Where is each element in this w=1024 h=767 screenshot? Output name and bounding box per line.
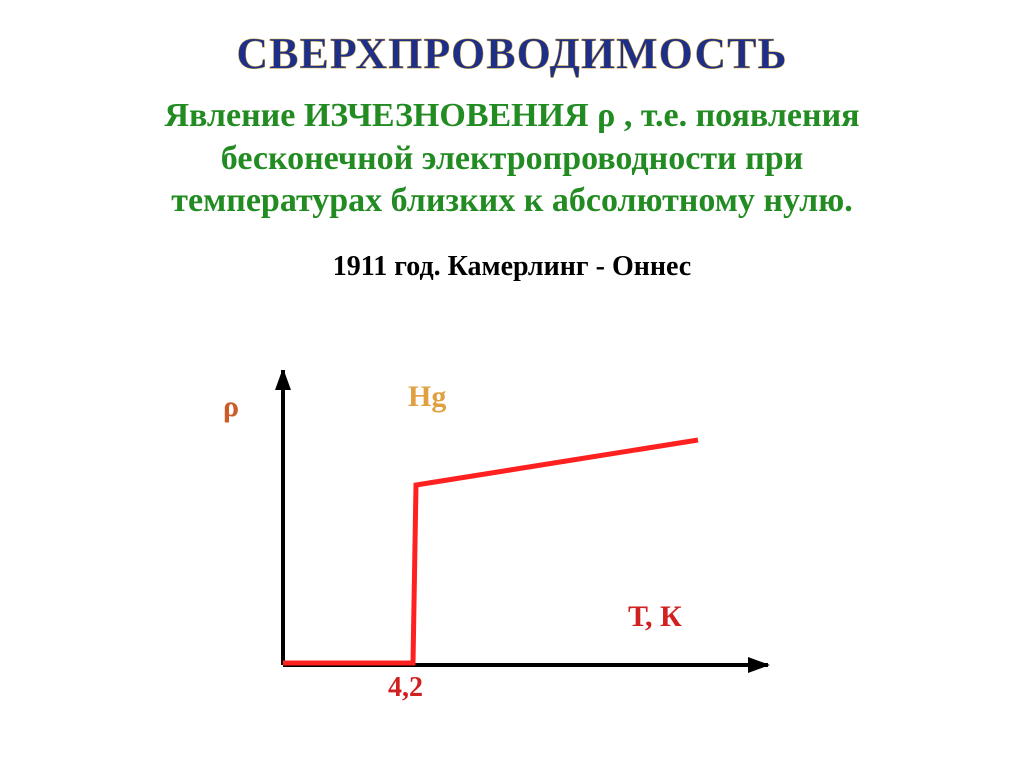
def-part1: Явление ИЗЧЕЗНОВЕНИЯ [164, 97, 597, 134]
x-axis-arrow-icon [748, 657, 770, 673]
def-rho: ρ [597, 97, 615, 134]
element-label: Hg [408, 380, 446, 414]
x-axis-label: Т, К [628, 600, 682, 634]
y-axis-label: ρ [223, 390, 239, 424]
page-title: СВЕРХПРОВОДИМОСТЬ [0, 0, 1024, 79]
attribution-text: 1911 год. Камерлинг - Оннес [0, 223, 1024, 283]
chart-svg [258, 370, 798, 720]
def-part2: , т.е. появления [615, 97, 859, 134]
def-line3: температурах близких к абсолютному нулю. [171, 182, 852, 219]
definition-text: Явление ИЗЧЕЗНОВЕНИЯ ρ , т.е. появления … [0, 79, 1024, 223]
x-tick-label: 4,2 [388, 672, 423, 704]
def-line2: бесконечной электропроводности при [221, 140, 803, 177]
resistivity-chart: ρ Hg Т, К 4,2 [258, 370, 798, 720]
y-axis-arrow-icon [275, 370, 291, 390]
